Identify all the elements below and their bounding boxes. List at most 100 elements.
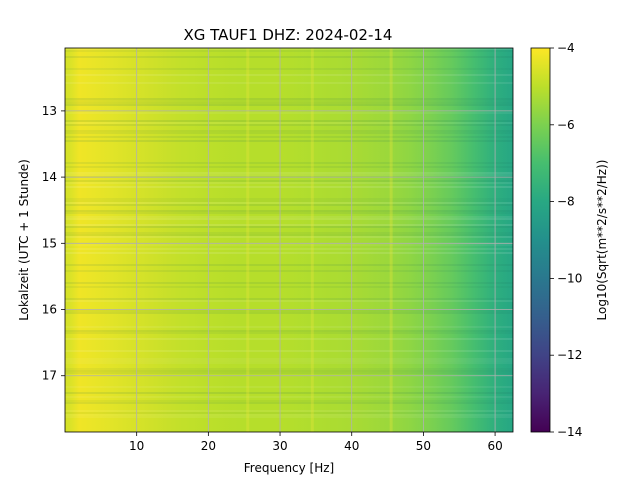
x-tick-label: 60 bbox=[487, 439, 502, 453]
spectrogram-row-stripe bbox=[65, 370, 513, 372]
spectrogram-row-stripe bbox=[65, 224, 513, 226]
x-tick-label: 30 bbox=[272, 439, 287, 453]
spectrogram-row-stripe bbox=[65, 416, 513, 418]
spectrogram-row-stripe bbox=[65, 410, 513, 412]
spectrogram-row-stripe bbox=[65, 234, 513, 236]
spectrogram-row-stripe bbox=[65, 270, 513, 272]
x-axis-label: Frequency [Hz] bbox=[244, 461, 335, 475]
spectrogram-row-stripe bbox=[65, 98, 513, 100]
spectrogram-row-stripe bbox=[65, 180, 513, 182]
spectrogram-image bbox=[65, 48, 513, 432]
spectrogram-row-stripe bbox=[65, 386, 513, 388]
colorbar-tick-label: −4 bbox=[557, 41, 575, 55]
y-tick-label: 14 bbox=[42, 170, 57, 184]
spectrogram-row-stripe bbox=[65, 414, 513, 416]
spectrogram-row-stripe bbox=[65, 350, 513, 352]
y-tick-label: 16 bbox=[42, 303, 57, 317]
spectrogram-row-stripe bbox=[65, 402, 513, 404]
spectrogram-row-stripe bbox=[65, 338, 513, 340]
spectrogram-row-stripe bbox=[65, 358, 513, 360]
spectrogram-row-stripe bbox=[65, 120, 513, 122]
spectrogram-row-stripe bbox=[65, 286, 513, 288]
spectrogram-row-stripe bbox=[65, 368, 513, 370]
spectral-line bbox=[246, 48, 250, 432]
spectrogram-row-stripe bbox=[65, 50, 513, 52]
spectrogram-row-stripe bbox=[65, 362, 513, 364]
spectrogram-row-stripe bbox=[65, 312, 513, 314]
spectral-line bbox=[310, 48, 314, 432]
spectrogram-row-stripe bbox=[65, 68, 513, 70]
spectrogram-row-stripe bbox=[65, 396, 513, 398]
spectral-line bbox=[389, 48, 393, 432]
spectrogram-row-stripe bbox=[65, 82, 513, 84]
spectrogram-row-stripe bbox=[65, 136, 513, 138]
spectrogram-row-stripe bbox=[65, 132, 513, 134]
colorbar-ticks: −4 −6 −8 −10 −12 −14 bbox=[550, 41, 582, 439]
x-tick-label: 20 bbox=[201, 439, 216, 453]
spectrogram-row-stripe bbox=[65, 392, 513, 394]
x-tick-label: 10 bbox=[129, 439, 144, 453]
colorbar-tick-label: −12 bbox=[557, 348, 582, 362]
spectrogram-row-stripe bbox=[65, 74, 513, 76]
colorbar-gradient-bar bbox=[530, 47, 551, 433]
spectrogram-row-stripe bbox=[65, 300, 513, 302]
y-tick-label: 15 bbox=[42, 236, 57, 250]
spectrogram-row-stripe bbox=[65, 310, 513, 312]
spectrogram-row-stripe bbox=[65, 182, 513, 184]
spectrogram-row-stripe bbox=[65, 210, 513, 212]
x-tick-label: 40 bbox=[344, 439, 359, 453]
spectrogram-row-stripe bbox=[65, 216, 513, 218]
spectrogram-row-stripe bbox=[65, 326, 513, 328]
colorbar-tick-label: −10 bbox=[557, 271, 582, 285]
spectrogram-row-stripe bbox=[65, 244, 513, 246]
colorbar-tick-label: −8 bbox=[557, 195, 575, 209]
spectrogram-row-stripe bbox=[65, 248, 513, 250]
x-tick-label: 50 bbox=[416, 439, 431, 453]
spectrogram-row-stripe bbox=[65, 186, 513, 188]
spectrogram-row-stripe bbox=[65, 372, 513, 374]
spectrogram-row-stripe bbox=[65, 172, 513, 174]
spectrogram-row-stripe bbox=[65, 198, 513, 200]
spectrogram-row-stripe bbox=[65, 200, 513, 202]
spectrogram-row-stripe bbox=[65, 264, 513, 266]
y-tick-label: 13 bbox=[42, 104, 57, 118]
grid-lines bbox=[65, 48, 513, 432]
spectrogram-row-stripe bbox=[65, 212, 513, 214]
plot-frame bbox=[64, 47, 514, 433]
spectrogram-row-stripe bbox=[65, 100, 513, 102]
spectrogram-row-stripe bbox=[65, 298, 513, 300]
y-axis-ticks: 13 14 15 16 17 bbox=[42, 104, 65, 383]
spectrogram-row-stripe bbox=[65, 122, 513, 124]
spectrogram-row-stripe bbox=[65, 330, 513, 332]
spectrogram-row-stripe bbox=[65, 112, 513, 114]
spectrogram-row-stripe bbox=[65, 48, 513, 50]
spectrogram-row-stripe bbox=[65, 218, 513, 220]
x-axis-ticks: 10 20 30 40 50 60 bbox=[129, 432, 503, 453]
spectrogram-row-stripe bbox=[65, 252, 513, 254]
spectrogram-row-stripe bbox=[65, 130, 513, 132]
spectrogram-row-stripe bbox=[65, 174, 513, 176]
colorbar: −4 −6 −8 −10 −12 −14 Log10(Sqrt(m**2/s**2/Hz)… bbox=[530, 41, 609, 439]
y-tick-label: 17 bbox=[42, 369, 57, 383]
y-axis-label: Lokalzeit (UTC + 1 Stunde) bbox=[17, 159, 31, 321]
spectrogram-row-stripe bbox=[65, 140, 513, 142]
spectrogram-row-stripe bbox=[65, 204, 513, 206]
spectrogram-row-stripe bbox=[65, 400, 513, 402]
spectrogram-row-stripe bbox=[65, 166, 513, 168]
spectrogram-row-stripes bbox=[65, 48, 513, 418]
spectrogram-row-stripe bbox=[65, 232, 513, 234]
colorbar-label: Log10(Sqrt(m**2/s**2/Hz)) bbox=[595, 160, 609, 321]
spectrogram-row-stripe bbox=[65, 226, 513, 228]
plot-area bbox=[64, 47, 514, 433]
spectrogram-row-stripe bbox=[65, 360, 513, 362]
spectrogram-row-stripe bbox=[65, 412, 513, 414]
spectrogram-row-stripe bbox=[65, 236, 513, 238]
spectrogram-row-stripe bbox=[65, 162, 513, 164]
colorbar-tick-label: −14 bbox=[557, 425, 582, 439]
chart-title: XG TAUF1 DHZ: 2024-02-14 bbox=[184, 26, 393, 44]
spectrogram-row-stripe bbox=[65, 202, 513, 204]
spectrogram-row-stripe bbox=[65, 104, 513, 106]
colorbar-tick-label: −6 bbox=[557, 118, 575, 132]
spectral-lines bbox=[246, 48, 393, 432]
